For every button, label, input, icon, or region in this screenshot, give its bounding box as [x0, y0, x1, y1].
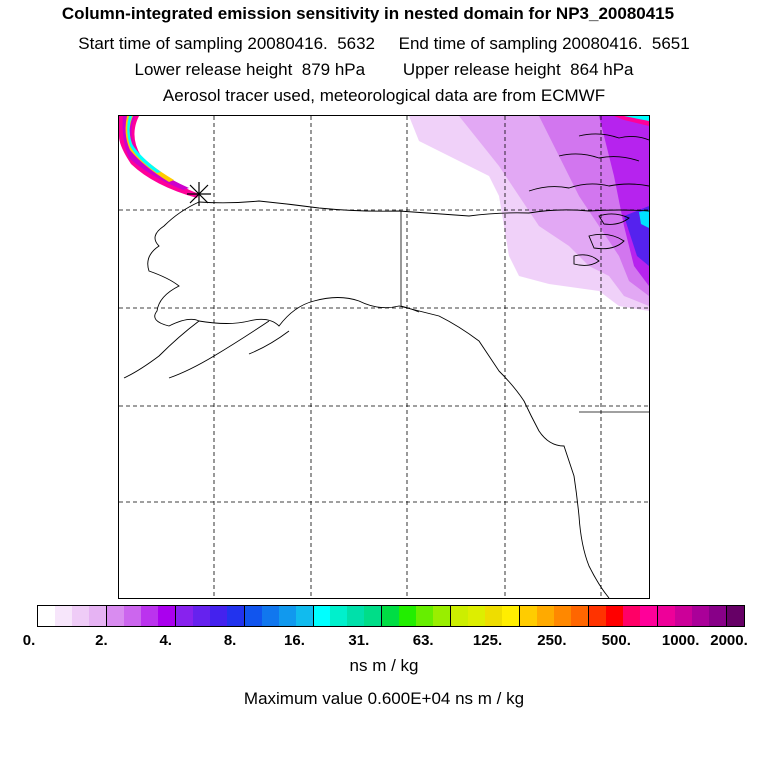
colorbar-cell — [433, 606, 451, 626]
colorbar-cell — [708, 606, 726, 626]
colorbar-cell — [261, 606, 279, 626]
colorbar-cell — [364, 606, 382, 626]
colorbar-cell — [88, 606, 106, 626]
colorbar-tick-label: 250. — [537, 632, 567, 649]
colorbar-cell — [691, 606, 709, 626]
colorbar-cell — [674, 606, 692, 626]
colorbar-cell — [399, 606, 417, 626]
colorbar-cell — [123, 606, 141, 626]
colorbar-cell — [312, 606, 331, 626]
colorbar-cell — [381, 606, 400, 626]
colorbar — [37, 605, 745, 627]
emission-sensitivity-field — [119, 116, 649, 311]
colorbar-cell — [725, 606, 744, 626]
colorbar-tick-label: 16. — [284, 632, 305, 649]
colorbar-cell — [622, 606, 640, 626]
colorbar-tick-label: 1000. — [661, 632, 700, 649]
colorbar-cell — [450, 606, 469, 626]
tracer-info-line: Aerosol tracer used, meteorological data… — [162, 86, 606, 105]
colorbar-cell — [226, 606, 244, 626]
plot-title: Column-integrated emission sensitivity i… — [61, 4, 675, 23]
release-point-marker — [187, 182, 211, 206]
map-panel — [118, 115, 650, 599]
colorbar-tick-label: 125. — [472, 632, 503, 649]
maximum-value-label: Maximum value 0.600E+04 ns m / kg — [243, 689, 525, 708]
colorbar-cell — [330, 606, 348, 626]
colorbar-cell — [554, 606, 572, 626]
colorbar-cell — [519, 606, 538, 626]
colorbar-cell — [537, 606, 555, 626]
colorbar-cell — [571, 606, 588, 626]
colorbar-cell — [192, 606, 210, 626]
colorbar-cell — [588, 606, 606, 626]
colorbar-cell — [416, 606, 434, 626]
colorbar-cell — [639, 606, 657, 626]
colorbar-tick-label: 2. — [95, 632, 108, 649]
colorbar-cell — [656, 606, 675, 626]
colorbar-cell — [105, 606, 124, 626]
sampling-time-line: Start time of sampling 20080416. 5632 En… — [78, 34, 690, 53]
political-borders — [400, 211, 649, 413]
colorbar-cell — [347, 606, 365, 626]
colorbar-cell — [54, 606, 72, 626]
colorbar-tick-label: 500. — [601, 632, 631, 649]
colorbar-cell — [209, 606, 227, 626]
colorbar-tick-label: 63. — [412, 632, 434, 649]
colorbar-tick-label: 4. — [159, 632, 172, 649]
colorbar-cell — [71, 606, 89, 626]
colorbar-cell — [468, 606, 486, 626]
colorbar-cell — [243, 606, 262, 626]
colorbar-tick-label: 2000. — [710, 632, 748, 649]
colorbar-cell — [174, 606, 193, 626]
colorbar-tick-label: 31. — [348, 632, 370, 649]
colorbar-cell — [295, 606, 313, 626]
colorbar-tick-label: 0. — [22, 632, 36, 649]
release-height-line: Lower release height 879 hPa Upper relea… — [134, 60, 634, 79]
colorbar-cell — [502, 606, 520, 626]
coastlines — [123, 133, 649, 598]
colorbar-cell — [157, 606, 175, 626]
map-canvas — [119, 116, 649, 598]
colorbar-cell — [278, 606, 296, 626]
colorbar-cell — [140, 606, 158, 626]
colorbar-cell — [605, 606, 623, 626]
colorbar-tick-label: 8. — [223, 632, 237, 649]
colorbar-cell — [38, 606, 55, 626]
colorbar-units: ns m / kg — [349, 656, 419, 675]
colorbar-cell — [485, 606, 503, 626]
